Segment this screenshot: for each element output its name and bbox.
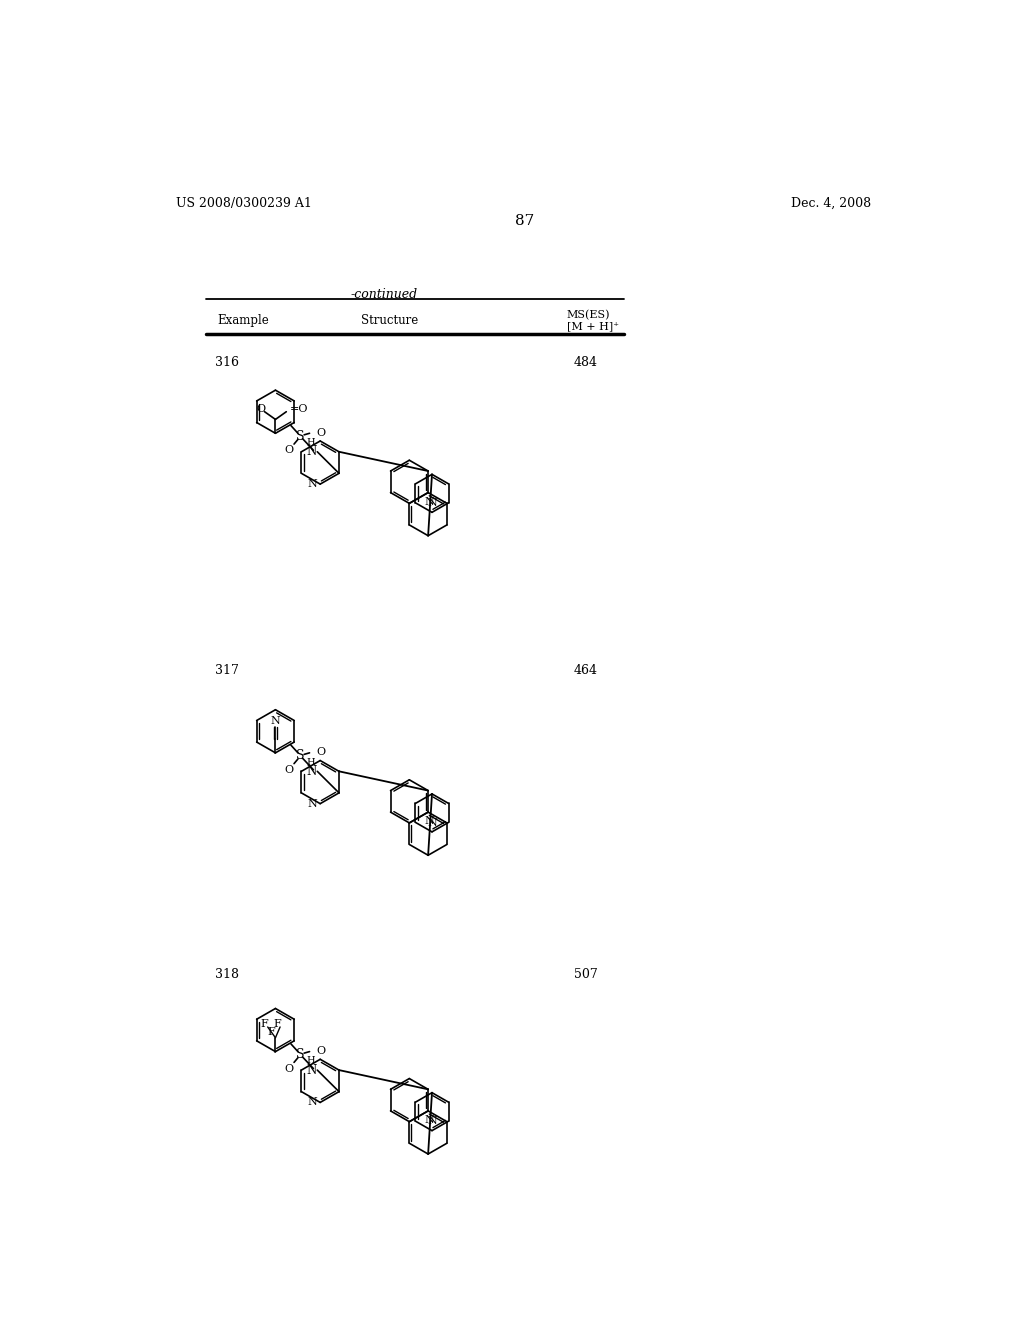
Text: 318: 318 [215,969,239,982]
Text: N: N [307,479,317,490]
Text: 317: 317 [215,664,239,677]
Text: 87: 87 [515,214,535,228]
Text: S: S [296,750,304,763]
Text: N: N [270,715,281,726]
Text: N: N [427,817,437,828]
Text: N: N [427,498,437,508]
Text: N: N [427,1117,437,1126]
Text: Structure: Structure [360,314,418,326]
Text: N: N [307,799,317,809]
Text: N: N [425,1115,434,1125]
Text: O: O [284,445,293,455]
Text: Example: Example [217,314,269,326]
Text: O: O [284,764,293,775]
Text: =O: =O [290,404,308,414]
Text: H: H [307,438,315,447]
Text: Dec. 4, 2008: Dec. 4, 2008 [791,197,870,210]
Text: 507: 507 [573,969,597,982]
Text: O: O [316,1045,326,1056]
Text: 464: 464 [573,664,598,677]
Text: N: N [425,496,434,507]
Text: S: S [296,1048,304,1061]
Text: [M + H]⁺: [M + H]⁺ [566,321,618,331]
Text: US 2008/0300239 A1: US 2008/0300239 A1 [176,197,312,210]
Text: F: F [267,1027,275,1036]
Text: S: S [296,430,304,444]
Text: H: H [307,1056,315,1065]
Text: N: N [306,1064,316,1077]
Text: F: F [273,1019,282,1028]
Text: H: H [307,758,315,767]
Text: O: O [284,1064,293,1073]
Text: N: N [307,1097,317,1107]
Text: 316: 316 [215,355,239,368]
Text: O: O [256,404,265,414]
Text: 484: 484 [573,355,598,368]
Text: MS(ES): MS(ES) [566,310,610,319]
Text: F: F [261,1019,268,1028]
Text: N: N [425,816,434,826]
Text: O: O [316,747,326,758]
Text: O: O [316,428,326,437]
Text: N: N [306,764,316,777]
Text: -continued: -continued [350,288,418,301]
Text: N: N [306,445,316,458]
